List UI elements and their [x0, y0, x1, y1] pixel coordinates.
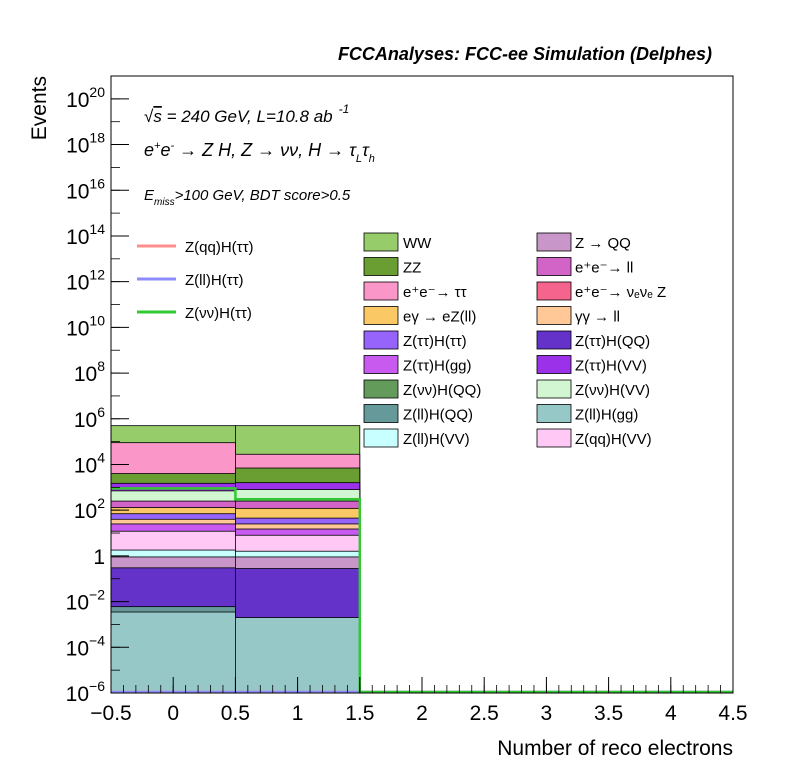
annotation-selection-text: Emiss>100 GeV, BDT score>0.5 — [144, 187, 351, 208]
lumi-exp: -1 — [339, 102, 350, 116]
x-axis-label: Number of reco electrons — [497, 737, 733, 760]
sqrt-s: s — [153, 107, 162, 126]
legend-col2-swatch-6 — [536, 379, 572, 399]
y-tick-label-5: 104 — [74, 449, 105, 477]
legend-col2-label-8: Z(qq)H(VV) — [575, 431, 652, 448]
x-tick-label-2: 0.5 — [221, 702, 250, 725]
legend-col2-label-4: Z(ττ)H(QQ) — [575, 333, 650, 350]
legend-col1-swatch-4 — [363, 330, 399, 350]
x-tick-label-0: −0.5 — [90, 702, 131, 725]
annotation-selection: Emiss>100 GeV, BDT score>0.5 — [144, 187, 351, 208]
legend-col1-swatch-8 — [363, 428, 399, 448]
legend-col1-swatch-1 — [363, 257, 399, 276]
y-tick-label-9: 1012 — [66, 267, 105, 295]
x-tick-label-5: 2 — [416, 702, 428, 725]
y-tick-label-3: 1 — [93, 546, 105, 569]
x-tick-label-7: 3 — [541, 702, 553, 725]
legend-col2-swatch-1 — [536, 257, 572, 276]
legend-col1-swatch-3 — [363, 306, 399, 325]
y-tick-label-11: 1016 — [66, 175, 105, 203]
legend-col2-swatch-0 — [536, 232, 572, 252]
annotation-process-text: e+e- → Z H, Z → νν, H → τLτh — [144, 140, 375, 165]
legend-col2-label-5: Z(ττ)H(VV) — [575, 358, 647, 375]
y-tick-label-8: 1010 — [66, 312, 105, 340]
legend-col1-label-7: Z(ll)H(QQ) — [403, 407, 473, 424]
y-tick-label-6: 106 — [74, 404, 105, 432]
legend-col1-swatch-7 — [363, 404, 399, 423]
legend-signal-label-2: Z(νν)H(ττ) — [185, 305, 252, 322]
x-tick-label-10: 4.5 — [718, 702, 747, 725]
legend-signal-label-1: Z(ll)H(ττ) — [185, 272, 244, 289]
legend-col2-swatch-3 — [536, 306, 572, 325]
legend-col1-label-2: e⁺e⁻→ ττ — [403, 284, 467, 301]
annotation-energy-text: √s = 240 GeV, L=10.8 ab -1 — [144, 102, 349, 126]
x-tick-label-4: 1.5 — [345, 702, 374, 725]
y-tick-label-2: 10−2 — [66, 587, 106, 615]
y-tick-label-10: 1014 — [66, 221, 105, 249]
x-axis: −0.5 0 0.5 1 1.5 2 2.5 3 3.5 4 4.5 — [90, 677, 748, 725]
y-tick-label-12: 1018 — [66, 130, 105, 158]
legend-col1-label-4: Z(ττ)H(ττ) — [403, 333, 467, 350]
legend-col1-swatch-0 — [363, 232, 399, 252]
chart-title: FCCAnalyses: FCC-ee Simulation (Delphes) — [338, 44, 712, 64]
legend-col2-swatch-4 — [536, 330, 572, 350]
signal-line-2 — [111, 487, 733, 694]
legend-col1-label-0: WW — [403, 235, 432, 252]
y-tick-label-13: 1020 — [66, 84, 105, 112]
y-tick-label-7: 108 — [74, 358, 105, 386]
y-tick-label-1: 10−4 — [66, 632, 106, 660]
annotation-energy: √s = 240 GeV, L=10.8 ab -1 — [144, 102, 349, 126]
x-tick-label-9: 4 — [665, 702, 677, 725]
legend-col2-swatch-8 — [536, 428, 572, 448]
legend-col2-label-0: Z → QQ — [575, 235, 631, 252]
annotation-process: e+e- → Z H, Z → νν, H → τLτh — [144, 140, 375, 165]
energy-lumi-rest: = 240 GeV, L=10.8 ab — [162, 107, 333, 126]
x-tick-label-3: 1 — [292, 702, 304, 725]
legend-col1-label-8: Z(ll)H(VV) — [403, 431, 470, 448]
legend-col1-label-6: Z(νν)H(QQ) — [403, 382, 481, 399]
legend-col2-label-7: Z(ll)H(gg) — [575, 407, 638, 424]
legend-col2-label-2: e⁺e⁻→ νₑνₑ Z — [575, 284, 666, 301]
legend-col1-swatch-5 — [363, 355, 399, 374]
y-tick-label-4: 102 — [74, 495, 105, 523]
legend-col2-swatch-2 — [536, 281, 572, 301]
legend-signal-label-0: Z(qq)H(ττ) — [185, 239, 254, 256]
legend-col1-swatch-2 — [363, 281, 399, 301]
x-tick-label-6: 2.5 — [470, 702, 499, 725]
legend-col1-label-3: eγ → eZ(ll) — [403, 309, 476, 326]
legend-col2-label-3: γγ → ll — [575, 309, 620, 326]
legend-col2-label-6: Z(νν)H(VV) — [575, 382, 650, 399]
legend-col2-swatch-7 — [536, 404, 572, 423]
x-tick-label-1: 0 — [167, 702, 179, 725]
legend-col2-label-1: e⁺e⁻→ ll — [575, 260, 633, 277]
y-axis-label: Events — [28, 76, 51, 140]
legend-col1-label-5: Z(ττ)H(gg) — [403, 358, 472, 375]
legend-col2-swatch-5 — [536, 355, 572, 374]
legend: Z(qq)H(ττ) Z(ll)H(ττ) Z(νν)H(ττ) WW ZZ e⁺e⁻→ … — [137, 232, 666, 448]
y-axis: 10−6 10−4 10−2 1 102 104 106 108 1010 1012 1014 101… — [66, 84, 129, 706]
y-tick-label-0: 10−6 — [66, 678, 106, 706]
sqrt-symbol: √ — [144, 107, 154, 126]
legend-col1-label-1: ZZ — [403, 260, 421, 277]
x-tick-label-8: 3.5 — [594, 702, 623, 725]
stack-layers — [110, 425, 361, 694]
legend-col1-swatch-6 — [363, 379, 399, 399]
